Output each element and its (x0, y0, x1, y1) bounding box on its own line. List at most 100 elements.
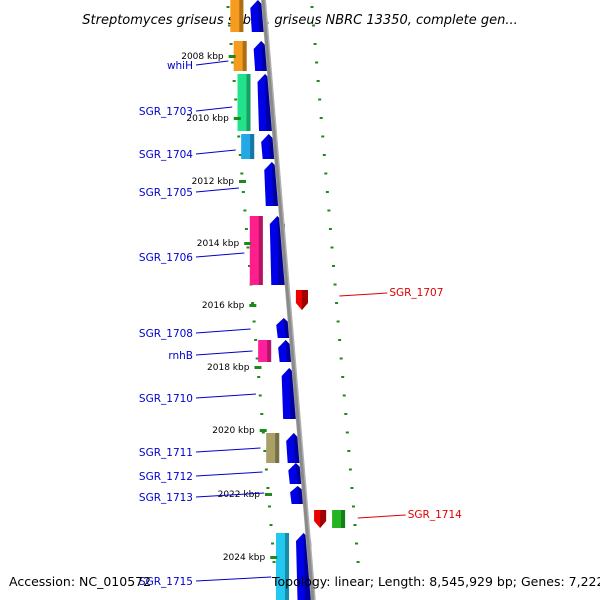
scale-dot (338, 339, 342, 341)
scale-dot (271, 542, 275, 545)
scale-dot (350, 487, 354, 489)
scale-dot (244, 228, 248, 230)
scale-dot (232, 80, 236, 82)
scale-dot (228, 24, 232, 27)
scale-dot (226, 6, 230, 8)
map-title: Streptomyces griseus subsp. griseus NBRC… (82, 13, 517, 28)
scale-tick-label: 2020 kbp (212, 426, 255, 436)
scale-tick-label: 2012 kbp (192, 177, 235, 187)
gene-label[interactable]: SGR_1706 (139, 252, 193, 264)
scale-dot (316, 80, 320, 82)
cog-bar-shade (267, 340, 272, 362)
gene-label[interactable]: SGR_1704 (139, 149, 193, 161)
scale-tick-mark (239, 180, 247, 183)
scale-dot (331, 265, 335, 267)
label-leader-line (195, 393, 257, 399)
scale-tick-label: 2022 kbp (218, 490, 261, 500)
gene-label[interactable]: SGR_1711 (139, 447, 193, 459)
scale-tick-mark (244, 242, 252, 245)
cog-bar-shade (258, 216, 263, 285)
gene-label[interactable]: SGR_1713 (139, 492, 193, 504)
scale-dot (330, 246, 334, 249)
label-leader-line (195, 60, 229, 66)
scale-dot (267, 505, 271, 508)
scale-tick-mark (265, 493, 273, 496)
label-leader-line (195, 328, 251, 334)
scale-dot (339, 357, 343, 360)
scale-dot (341, 376, 345, 378)
scale-dot (252, 320, 256, 323)
scale-tick-label: 2014 kbp (197, 239, 240, 249)
scale-dot (312, 24, 316, 27)
scale-dot (351, 505, 355, 508)
gene-label[interactable]: SGR_1708 (139, 328, 193, 340)
scale-dot (342, 394, 346, 397)
scale-dot (269, 524, 273, 526)
reverse-strand-shade (320, 510, 327, 528)
scale-dot (231, 61, 235, 64)
scale-tick-label: 2024 kbp (223, 553, 266, 563)
label-leader-line (195, 252, 245, 258)
scale-ticks: 2008 kbp 2010 kbp 2012 kbp 2014 kbp 2016 kbp… (181, 52, 278, 563)
gene-label[interactable]: rnhB (168, 350, 193, 362)
scale-dot (234, 98, 238, 101)
scale-dot (266, 487, 270, 489)
scale-dot (345, 431, 349, 434)
gene-label[interactable]: whiH (167, 60, 193, 72)
scale-dot (348, 468, 352, 471)
scale-dot (322, 154, 326, 156)
scale-dot (240, 172, 244, 175)
scale-dot (355, 542, 359, 545)
gene-label[interactable]: SGR_1715 (139, 576, 193, 588)
scale-dot (335, 302, 339, 304)
gene-whih[interactable] (233, 41, 271, 71)
scale-dot (272, 561, 276, 563)
label-leader-line (195, 350, 253, 356)
scale-dot (318, 98, 322, 101)
scale-dot (246, 246, 250, 249)
scale-dot (237, 135, 241, 138)
reverse-strand-shade (301, 290, 308, 310)
cog-bar-shade (239, 0, 244, 32)
scale-dot (264, 468, 268, 471)
gene-sgr_1711[interactable] (266, 433, 303, 463)
scale-tick-mark (254, 366, 262, 369)
scale-tick-label: 2018 kbp (207, 363, 250, 373)
gene-label[interactable]: SGR_1710 (139, 393, 193, 405)
cog-bar-shade (246, 74, 251, 131)
label-leader-line (357, 514, 406, 519)
scale-dot (327, 209, 331, 212)
scale-tick-label: 2016 kbp (202, 301, 245, 311)
gene-sgr_1704[interactable] (241, 134, 278, 159)
scale-dot (347, 450, 351, 452)
scale-dot (255, 357, 259, 360)
accession-text: Accession: NC_010572 (9, 574, 151, 589)
scale-dot (310, 6, 314, 8)
topology-text: Topology: linear; Length: 8,545,929 bp; … (271, 574, 600, 589)
scale-dot (353, 524, 357, 526)
gene-label[interactable]: SGR_1712 (139, 471, 193, 483)
scale-tick-mark (249, 304, 257, 307)
gene-labels: whiH SGR_1703 SGR_1704 SGR_1705 SGR_1706 SGR_… (139, 60, 462, 588)
gene-sgr_1714[interactable] (314, 510, 346, 528)
gene-sgr_1707[interactable] (295, 290, 308, 310)
scale-dot (243, 209, 247, 212)
label-leader-line (195, 576, 272, 582)
label-leader-line (195, 187, 239, 193)
scale-dot (258, 394, 262, 397)
scale-dot (247, 265, 251, 267)
scale-tick-mark (259, 429, 267, 432)
gene-label[interactable]: SGR_1705 (139, 187, 193, 199)
scale-dot (313, 43, 317, 45)
gene-label[interactable]: SGR_1707 (389, 287, 443, 299)
gene-rnhb[interactable] (258, 340, 295, 362)
scale-tick-label: 2010 kbp (186, 114, 229, 124)
scale-dot (344, 413, 348, 415)
gene-label[interactable]: SGR_1703 (139, 106, 193, 118)
scale-dot (260, 413, 264, 415)
chromosome-backbone (261, 0, 316, 600)
scale-dot (336, 320, 340, 323)
gene-label[interactable]: SGR_1714 (408, 509, 462, 521)
cog-bar-shade (275, 433, 280, 463)
label-leader-line (195, 471, 263, 477)
